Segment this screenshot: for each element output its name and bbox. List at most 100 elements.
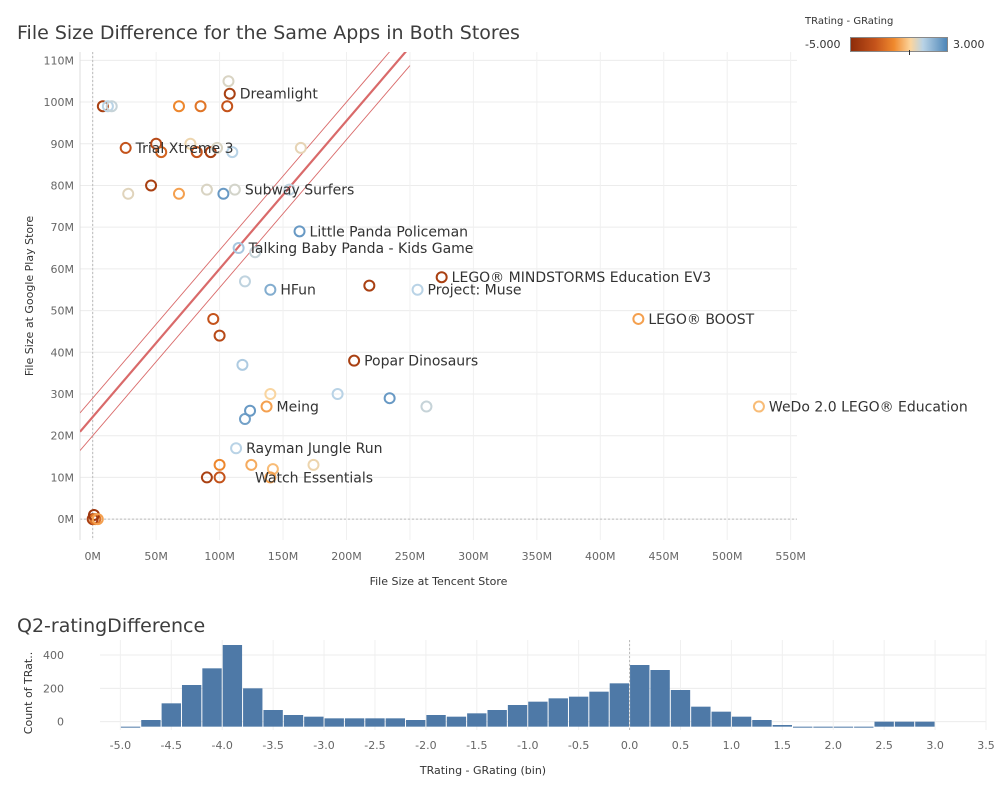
data-point[interactable] [221, 100, 234, 113]
histogram-bar[interactable] [915, 721, 935, 727]
data-point[interactable] [105, 100, 118, 113]
data-point[interactable] [363, 279, 376, 292]
histogram-bar[interactable] [630, 665, 650, 727]
data-point[interactable] [211, 141, 224, 154]
data-point[interactable] [264, 388, 277, 401]
data-point[interactable] [172, 100, 185, 113]
histogram-bar[interactable] [467, 713, 487, 727]
histogram-bar[interactable] [589, 691, 609, 727]
data-point[interactable] [223, 87, 236, 100]
histogram-bar[interactable] [507, 705, 528, 727]
data-point[interactable] [435, 271, 448, 284]
data-point[interactable] [238, 275, 251, 288]
histogram-bar[interactable] [304, 716, 324, 727]
data-point[interactable] [217, 187, 230, 200]
confidence-band-line [80, 65, 411, 451]
histogram-bar[interactable] [202, 668, 222, 727]
histogram-bar[interactable] [222, 645, 243, 727]
data-point[interactable] [190, 146, 203, 159]
data-point[interactable] [213, 458, 226, 471]
histogram-bar[interactable] [670, 690, 691, 727]
histogram-bar[interactable] [691, 706, 711, 727]
histogram-bar[interactable] [568, 696, 589, 727]
histogram-plot[interactable]: 0 200 400 -5.0 -4.5 -4.0 -3.5 -3.0 -2.5 -2.0 -1.5 -… [0, 620, 1000, 800]
color-legend[interactable]: TRating - GRating -5.000 3.000 [805, 16, 990, 66]
histogram-bar[interactable] [426, 715, 446, 727]
data-point[interactable] [411, 283, 424, 296]
histogram-bar[interactable] [833, 726, 854, 728]
data-point[interactable] [383, 392, 396, 405]
histogram-bar[interactable] [263, 710, 283, 727]
histogram-bar[interactable] [854, 726, 874, 728]
data-point[interactable] [213, 471, 226, 484]
histogram-bar[interactable] [141, 720, 161, 727]
data-point[interactable] [331, 388, 344, 401]
legend-color-ramp[interactable] [850, 37, 948, 52]
data-point[interactable] [222, 75, 235, 88]
data-point[interactable] [200, 471, 213, 484]
histogram-bar[interactable] [813, 726, 833, 728]
data-point[interactable] [266, 463, 279, 476]
data-point[interactable] [91, 513, 104, 526]
data-point[interactable] [752, 400, 765, 413]
histogram-bar[interactable] [161, 703, 181, 727]
histogram-bar[interactable] [406, 720, 426, 727]
data-point[interactable] [96, 100, 109, 113]
data-point[interactable] [172, 187, 185, 200]
data-point[interactable] [238, 413, 251, 426]
data-point[interactable] [228, 183, 241, 196]
data-point[interactable] [230, 442, 243, 455]
data-point[interactable] [122, 187, 135, 200]
data-point[interactable] [245, 458, 258, 471]
data-point[interactable] [101, 100, 114, 113]
histogram-bar[interactable] [711, 711, 731, 727]
data-point[interactable] [119, 141, 132, 154]
histogram-bar[interactable] [385, 718, 406, 727]
data-point[interactable] [293, 225, 306, 238]
data-point[interactable] [184, 137, 197, 150]
data-point[interactable] [226, 146, 239, 159]
histogram-bar[interactable] [609, 683, 630, 727]
data-point[interactable] [207, 312, 220, 325]
histogram-bar[interactable] [752, 720, 772, 727]
histogram-bar[interactable] [793, 726, 813, 728]
histogram-bar[interactable] [650, 670, 670, 727]
data-point[interactable] [264, 471, 277, 484]
scatter-plot[interactable]: 0M 10M 20M 30M 40M 50M 60M 70M 80M 90M 100M 110M 0M 5… [0, 0, 1000, 600]
histogram-bar[interactable] [528, 701, 548, 727]
data-point[interactable] [264, 283, 277, 296]
data-point[interactable] [200, 183, 213, 196]
histogram-bar[interactable] [344, 718, 365, 727]
data-point[interactable] [260, 400, 273, 413]
legend-min-label: -5.000 [805, 38, 841, 51]
data-point[interactable] [150, 137, 163, 150]
data-point[interactable] [236, 358, 249, 371]
data-point[interactable] [249, 246, 262, 259]
histogram-bar[interactable] [548, 698, 568, 727]
scatter-chart-title: File Size Difference for the Same Apps i… [17, 22, 520, 44]
data-point[interactable] [244, 404, 257, 417]
histogram-bar[interactable] [181, 685, 202, 727]
histogram-bar[interactable] [874, 721, 894, 727]
data-point[interactable] [294, 141, 307, 154]
histogram-bar[interactable] [772, 725, 793, 727]
data-point[interactable] [632, 312, 645, 325]
histogram-bar[interactable] [283, 715, 304, 727]
histogram-bar[interactable] [243, 688, 263, 727]
histogram-bar[interactable] [487, 710, 507, 727]
data-point[interactable] [213, 329, 226, 342]
histogram-bar[interactable] [120, 726, 141, 728]
data-point[interactable] [307, 458, 320, 471]
histogram-bar[interactable] [446, 716, 467, 727]
data-point[interactable] [145, 179, 158, 192]
data-point[interactable] [155, 146, 168, 159]
data-point[interactable] [348, 354, 361, 367]
data-point[interactable] [283, 183, 296, 196]
histogram-bar[interactable] [324, 718, 344, 727]
data-point[interactable] [194, 100, 207, 113]
histogram-bar[interactable] [731, 716, 752, 727]
histogram-bar[interactable] [365, 718, 385, 727]
data-point[interactable] [420, 400, 433, 413]
data-point[interactable] [232, 242, 245, 255]
histogram-bar[interactable] [894, 721, 915, 727]
